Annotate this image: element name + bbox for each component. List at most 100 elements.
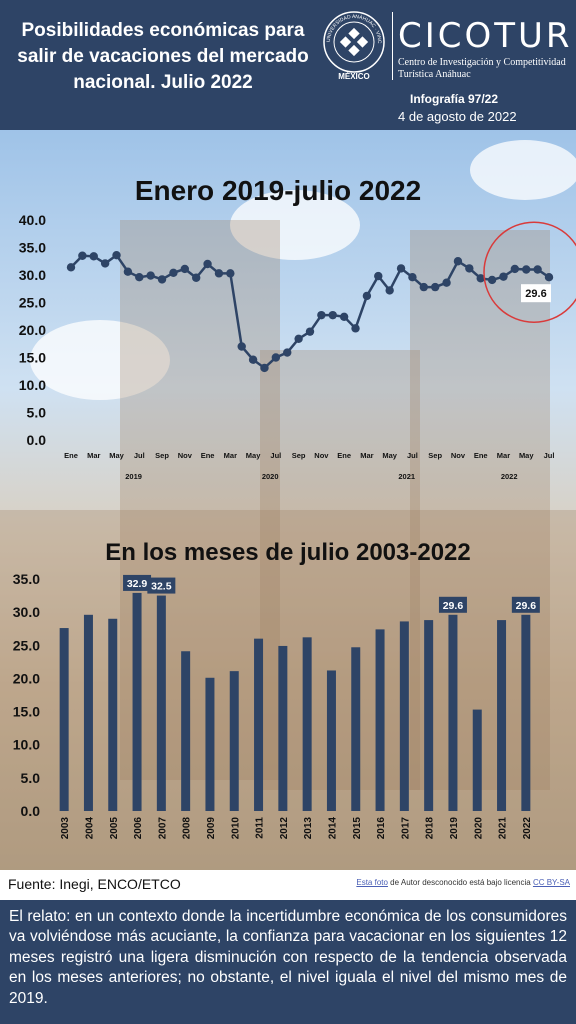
data-point <box>180 264 190 274</box>
data-label: 29.6 <box>516 600 537 612</box>
year-label: 2021 <box>398 472 415 481</box>
data-point <box>499 272 508 281</box>
bar-2004 <box>83 614 93 811</box>
x-tick-label: May <box>246 451 261 460</box>
x-tick-label: 2010 <box>230 817 241 840</box>
license-link[interactable]: CC BY-SA <box>532 878 570 887</box>
data-point <box>112 251 121 260</box>
source-text: Fuente: Inegi, ENCO/ETCO <box>8 876 181 892</box>
x-tick-label: Jul <box>544 451 555 460</box>
data-point <box>305 327 315 336</box>
data-point <box>510 264 520 274</box>
seal-text: UNIVERSIDAD ANÁHUAC · VINCE IN BONO MALU… <box>322 10 382 44</box>
data-point <box>66 263 76 272</box>
data-label-box <box>438 596 467 613</box>
x-tick-label: Ene <box>337 451 351 460</box>
y-tick-label: 15.0 <box>19 350 46 366</box>
highlight-circle <box>483 221 576 323</box>
data-point <box>294 334 303 343</box>
x-tick-label: 2013 <box>303 817 314 840</box>
x-tick-label: Jul <box>270 451 281 460</box>
data-point <box>283 348 292 357</box>
x-tick-label: 2009 <box>206 817 217 840</box>
data-point <box>191 273 201 282</box>
bar-2009 <box>205 677 215 811</box>
data-point <box>135 273 144 282</box>
x-tick-label: 2008 <box>182 817 193 840</box>
data-point <box>89 252 98 261</box>
data-point <box>396 264 406 273</box>
last-value-label: 29.6 <box>525 288 546 300</box>
x-tick-label: Sep <box>155 451 169 460</box>
bar-chart-julio: En los meses de julio 2003-2022 0.0 5.0 10… <box>13 539 540 840</box>
y-tick-label: 35.0 <box>13 571 40 587</box>
bar-2003 <box>59 628 69 811</box>
data-point <box>385 286 394 295</box>
y-tick-label: 5.0 <box>21 770 41 786</box>
data-point <box>351 324 360 333</box>
x-tick-label: Sep <box>428 451 442 460</box>
x-tick-label: Mar <box>497 451 510 460</box>
x-tick-label: 2022 <box>522 817 533 840</box>
x-tick-label: 2003 <box>60 817 71 840</box>
y-tick-label: 20.0 <box>19 322 46 338</box>
photo-credit: Esta foto de Autor desconocido está bajo… <box>356 878 570 887</box>
data-point <box>146 271 155 280</box>
y-tick-label: 0.0 <box>21 803 41 819</box>
data-point <box>169 268 178 277</box>
bar-2017 <box>399 621 409 811</box>
data-point <box>408 273 417 282</box>
x-tick-label: May <box>382 451 397 460</box>
data-point <box>430 282 440 292</box>
year-label: 2019 <box>125 472 142 481</box>
narrative-text: El relato: en un contexto donde la incer… <box>9 908 567 1007</box>
page-title: Posibilidades económicas para salir de v… <box>17 20 309 93</box>
credit-text: de Autor desconocido está bajo licencia <box>387 878 533 887</box>
source-bar: Fuente: Inegi, ENCO/ETCO Esta foto de Au… <box>0 870 576 900</box>
x-tick-label: 2017 <box>400 817 411 840</box>
x-tick-label: 2018 <box>425 817 436 840</box>
svg-text:UNIVERSIDAD ANÁHUAC · VINCE IN: UNIVERSIDAD ANÁHUAC · VINCE IN BONO MALU… <box>322 10 382 44</box>
data-label: 32.5 <box>151 581 172 593</box>
y-tick-label: 10.0 <box>19 377 46 393</box>
header: Posibilidades económicas para salir de v… <box>0 0 576 130</box>
data-point <box>362 291 372 301</box>
x-tick-label: Sep <box>292 451 306 460</box>
data-point <box>328 310 337 320</box>
y-tick-label: 10.0 <box>13 737 40 753</box>
last-value-label-box <box>521 284 551 303</box>
y-tick-label: 20.0 <box>13 670 40 686</box>
infographic-number: Infografía 97/22 <box>410 92 499 106</box>
data-point <box>214 269 224 278</box>
series-line <box>70 253 550 370</box>
y-tick-label: 35.0 <box>19 240 46 256</box>
data-label: 32.9 <box>127 578 148 590</box>
x-tick-label: Nov <box>178 451 193 460</box>
year-label: 2020 <box>262 472 279 481</box>
data-point <box>339 312 349 321</box>
bar-2020 <box>472 709 482 811</box>
bar-2012 <box>278 645 288 811</box>
data-label-box <box>123 574 152 591</box>
x-tick-label: 2006 <box>133 817 144 840</box>
x-tick-label: 2004 <box>84 817 95 840</box>
x-tick-label: 2005 <box>109 817 120 840</box>
y-tick-label: 25.0 <box>13 637 40 653</box>
x-tick-label: 2011 <box>255 817 266 839</box>
bar-2021 <box>497 620 507 811</box>
data-point <box>374 271 383 281</box>
data-point <box>237 342 246 351</box>
bar-2016 <box>375 629 385 811</box>
church-background-photo <box>0 130 576 870</box>
year-label: 2022 <box>501 472 518 481</box>
data-point <box>78 251 87 260</box>
data-point <box>453 257 463 266</box>
data-point <box>226 269 235 278</box>
bar-chart-title: En los meses de julio 2003-2022 <box>105 539 471 566</box>
bar-2018 <box>424 620 434 811</box>
photo-link[interactable]: Esta foto <box>356 878 388 887</box>
data-point <box>442 278 451 287</box>
bar-2015 <box>351 647 361 811</box>
x-tick-label: Jul <box>134 451 145 460</box>
y-tick-label: 25.0 <box>19 295 46 311</box>
